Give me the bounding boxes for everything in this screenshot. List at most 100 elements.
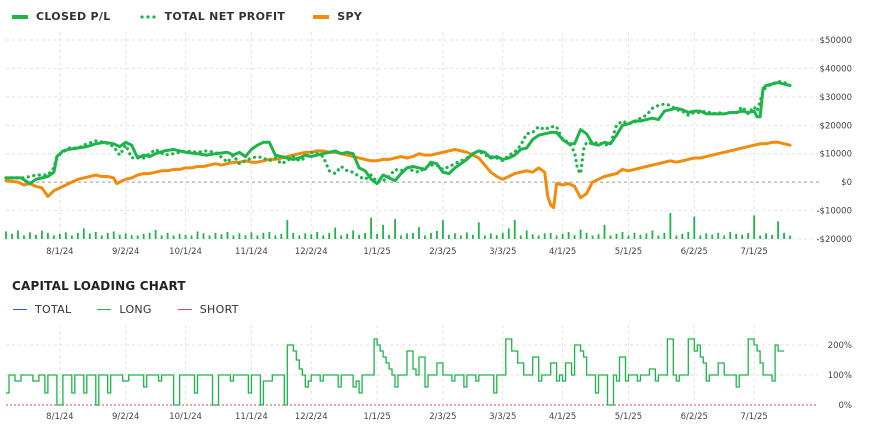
x-tick-label: 2/3/25 — [429, 247, 456, 257]
volume-bar — [651, 230, 654, 239]
x-tick-label: 7/1/25 — [740, 412, 767, 422]
volume-bar — [567, 231, 570, 239]
x-tick-label: 12/2/24 — [295, 412, 328, 422]
legend-total[interactable]: TOTAL — [13, 303, 71, 316]
volume-bar — [154, 230, 157, 239]
legend-short[interactable]: SHORT — [177, 303, 239, 316]
volume-bar — [304, 233, 307, 239]
volume-bar — [681, 233, 684, 239]
x-tick-label: 1/1/25 — [363, 412, 390, 422]
volume-bar — [495, 235, 498, 239]
volume-bar — [262, 232, 265, 239]
volume-bar — [717, 232, 720, 239]
x-tick-label: 12/2/24 — [295, 247, 328, 257]
volume-bar — [543, 233, 546, 239]
volume-bar — [70, 235, 73, 239]
y-tick-label: 200% — [828, 341, 852, 351]
volume-bar — [579, 229, 582, 239]
volume-bar — [621, 231, 624, 239]
volume-bar — [256, 235, 259, 239]
volume-bar — [477, 222, 480, 239]
volume-bar — [226, 231, 229, 239]
long-swatch-icon — [97, 308, 112, 311]
volume-bar — [220, 234, 223, 239]
closed-pl-swatch-icon — [12, 14, 28, 19]
volume-bar — [29, 232, 31, 239]
y-tick-label: 100% — [828, 371, 852, 381]
x-tick-label: 8/1/24 — [46, 247, 73, 257]
volume-bar — [448, 234, 450, 239]
volume-bar — [172, 235, 175, 239]
x-tick-label: 5/1/25 — [615, 247, 642, 257]
volume-bar — [250, 232, 253, 239]
volume-bar — [100, 235, 103, 239]
x-tick-label: 3/3/25 — [489, 412, 516, 422]
volume-bar — [519, 235, 522, 239]
volume-bar — [675, 235, 678, 239]
volume-bar — [58, 233, 61, 239]
volume-bar — [436, 230, 438, 239]
closed-pl-series-line — [4, 81, 792, 186]
legend-closed-pl[interactable]: CLOSED P/L — [12, 10, 111, 23]
volume-bar — [400, 235, 402, 239]
legend-spy[interactable]: SPY — [313, 10, 362, 23]
volume-bar — [699, 235, 702, 239]
volume-bar — [412, 232, 414, 239]
volume-bar — [406, 233, 408, 239]
volume-bar — [64, 232, 67, 239]
y-tick-label: 0% — [839, 401, 853, 411]
volume-bar — [178, 233, 181, 239]
volume-bar — [202, 233, 205, 239]
volume-bar — [160, 235, 163, 239]
pl-legend: CLOSED P/L TOTAL NET PROFIT SPY — [12, 10, 390, 23]
volume-bar — [453, 233, 456, 239]
legend-long[interactable]: LONG — [97, 303, 151, 316]
volume-bar — [711, 234, 714, 239]
volume-bar — [627, 235, 630, 239]
spy-swatch-icon — [313, 14, 330, 19]
long-series-line — [6, 338, 785, 406]
volume-bar — [603, 224, 606, 239]
volume-bar — [41, 230, 43, 239]
volume-bar — [501, 232, 504, 239]
volume-bar — [280, 233, 283, 239]
legend-total-net-profit[interactable]: TOTAL NET PROFIT — [138, 10, 286, 23]
y-tick-label: $10000 — [820, 150, 852, 160]
volume-bar — [376, 233, 378, 239]
volume-bar — [232, 235, 235, 239]
volume-bar — [471, 234, 474, 239]
volume-bar — [759, 235, 762, 239]
volume-bar — [328, 232, 331, 239]
volume-bar — [358, 234, 361, 239]
volume-bar — [118, 234, 121, 239]
short-swatch-icon — [177, 308, 192, 311]
volume-bar — [747, 232, 750, 239]
volume-bar — [142, 233, 145, 239]
volume-bar — [346, 233, 349, 239]
volume-bar — [136, 235, 139, 239]
volume-bar — [507, 228, 510, 239]
volume-bar — [424, 235, 426, 239]
x-tick-label: 6/2/25 — [681, 412, 708, 422]
capital-loading-chart: 200% 100% 0% 8/1/24 9/2/24 10/1/24 11/1/24 12/2… — [6, 325, 852, 422]
x-tick-label: 5/1/25 — [615, 412, 642, 422]
volume-bar — [88, 233, 91, 239]
volume-bar — [783, 232, 785, 239]
volume-bar — [52, 235, 55, 239]
volume-bar — [214, 232, 217, 239]
volume-bar — [35, 234, 37, 239]
volume-bar — [633, 232, 636, 239]
total-net-profit-swatch-icon — [138, 14, 157, 19]
volume-bar — [639, 234, 642, 239]
volume-bar — [525, 230, 528, 239]
volume-bar — [735, 233, 738, 239]
volume-bar — [238, 233, 241, 239]
volume-bar — [82, 228, 85, 239]
volume-bar — [753, 215, 756, 239]
volume-bar — [124, 233, 127, 239]
volume-bar — [555, 235, 558, 239]
volume-bar — [244, 235, 247, 239]
spy-series-line — [4, 140, 792, 210]
x-tick-label: 7/1/25 — [740, 247, 767, 257]
